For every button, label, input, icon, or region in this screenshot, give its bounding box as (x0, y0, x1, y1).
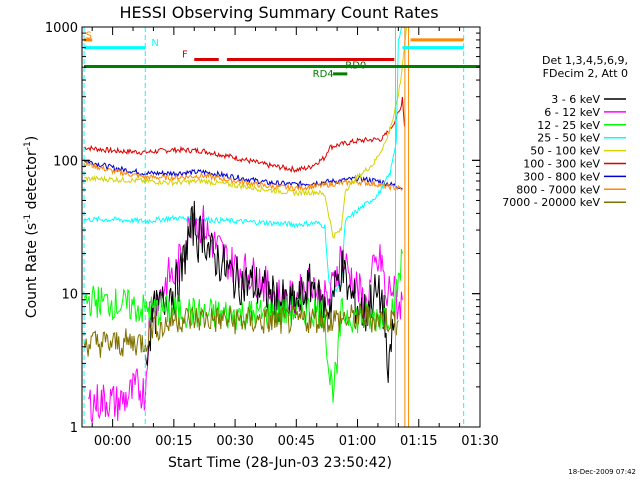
series-line-800-7000-kev-kev (83, 160, 403, 192)
legend-label: 12 - 25 keV (537, 119, 600, 132)
x-tick-label: 01:15 (400, 434, 437, 449)
legend-header-line1: Det 1,3,4,5,6,9, (542, 54, 628, 67)
legend-label: 300 - 800 keV (523, 170, 600, 183)
y-axis-label: Count Rate (s-1 detector-1) (23, 136, 40, 318)
series-line-100-300-kev-kev (83, 96, 405, 174)
legend-entry-12-25-kev-kev: 12 - 25 keV (537, 119, 626, 132)
legend-entry-50-100-kev-kev: 50 - 100 keV (530, 145, 626, 158)
series-line-50-100-kev-kev (83, 26, 407, 239)
legend-entry-25-50-kev-kev: 25 - 50 keV (537, 132, 626, 145)
legend-entry-300-800-kev-kev: 300 - 800 keV (523, 170, 626, 183)
series-line-6-12-kev-kev (87, 205, 403, 423)
legend-label: 6 - 12 keV (544, 106, 600, 119)
flag-label-f: F (182, 50, 188, 61)
flag-bars: SNFRD0RD4 (84, 30, 480, 80)
series-line-25-50-kev-kev (83, 26, 405, 297)
y-axis-label-part1: Count Rate (s (24, 223, 40, 318)
x-tick-label: 00:00 (94, 434, 131, 449)
legend-label: 50 - 100 keV (530, 145, 600, 158)
legend-entry-3-6-kev-kev: 3 - 6 keV (551, 93, 626, 106)
y-tick-label: 1 (70, 421, 78, 436)
x-tick-label: 01:30 (461, 434, 498, 449)
y-axis: 1 10 100 1000 (45, 21, 480, 436)
x-axis-label: Start Time (28-Jun-03 23:50:42) (168, 455, 392, 471)
x-axis: 00:00 00:15 00:30 00:45 01:00 01:15 01:30 (91, 27, 499, 449)
x-tick-label: 00:15 (155, 434, 192, 449)
legend-entry-100-300-kev-kev: 100 - 300 keV (523, 158, 626, 171)
series-line-7000-20000-kev-kev (83, 301, 399, 358)
y-axis-label-sup1: -1 (23, 214, 33, 223)
y-axis-label-part2: detector (24, 150, 40, 214)
flag-label-n: N (151, 38, 158, 49)
y-axis-label-sup2: -1 (23, 141, 33, 150)
legend-label: 7000 - 20000 keV (502, 196, 600, 209)
legend-entry-800-7000-kev-kev: 800 - 7000 keV (516, 183, 626, 196)
legend-entry-6-12-kev-kev: 6 - 12 keV (544, 106, 626, 119)
legend-header-line2: FDecim 2, Att 0 (543, 67, 628, 80)
legend: Det 1,3,4,5,6,9, FDecim 2, Att 0 3 - 6 k… (502, 54, 628, 209)
legend-label: 3 - 6 keV (551, 93, 600, 106)
x-tick-label: 00:30 (216, 434, 253, 449)
y-tick-label: 1000 (45, 21, 78, 36)
flag-label-rd4: RD4 (313, 69, 334, 80)
plot-frame (81, 26, 481, 428)
y-tick-label: 10 (61, 288, 78, 303)
vertical-markers (83, 27, 465, 427)
x-tick-label: 00:45 (278, 434, 315, 449)
timestamp: 18-Dec-2009 07:42 (568, 468, 636, 476)
legend-entry-7000-20000-kev-kev: 7000 - 20000 keV (502, 196, 626, 209)
legend-label: 25 - 50 keV (537, 132, 600, 145)
chart-title: HESSI Observing Summary Count Rates (119, 3, 438, 22)
legend-label: 100 - 300 keV (523, 158, 600, 171)
x-tick-label: 01:00 (339, 434, 376, 449)
series-layer (83, 26, 407, 423)
legend-label: 800 - 7000 keV (516, 183, 600, 196)
flag-label-s: S (86, 30, 92, 41)
y-tick-label: 100 (53, 154, 78, 169)
y-axis-label-part3: ) (24, 136, 40, 141)
series-line-3-6-kev-kev (144, 200, 395, 383)
